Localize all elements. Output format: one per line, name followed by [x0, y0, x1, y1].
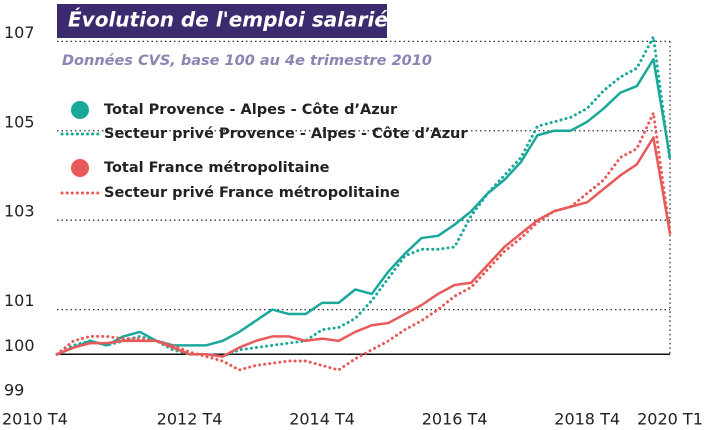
legend-label: Secteur privé France métropolitaine: [104, 185, 400, 201]
y-tick-label: 101: [4, 291, 35, 310]
legend-label: Secteur privé Provence - Alpes - Côte d’…: [104, 126, 468, 142]
x-tick-label: 2014 T4: [289, 410, 355, 429]
series-line: [55, 111, 672, 372]
y-tick-label: 107: [4, 23, 35, 42]
chart-title: Évolution de l'emploi salarié: [68, 8, 388, 32]
x-tick-label: 2018 T4: [554, 410, 620, 429]
legend-marker: [71, 159, 89, 177]
x-tick-label: 2010 T4: [2, 410, 68, 429]
x-tick-label: 2012 T4: [157, 410, 223, 429]
y-tick-label: 99: [4, 381, 24, 400]
legend-label: Total Provence - Alpes - Côte d’Azur: [104, 102, 398, 118]
legend-marker: [71, 101, 89, 119]
chart-subtitle: Données CVS, base 100 au 4e trimestre 20…: [62, 53, 432, 69]
y-tick-label: 103: [4, 202, 35, 221]
y-tick-label: 105: [4, 112, 35, 131]
legend-label: Total France métropolitaine: [104, 160, 330, 176]
x-tick-label: 2020 T1: [637, 410, 703, 429]
y-tick-label: 100: [4, 336, 35, 355]
title-box: [57, 4, 387, 38]
x-tick-label: 2016 T4: [422, 410, 488, 429]
